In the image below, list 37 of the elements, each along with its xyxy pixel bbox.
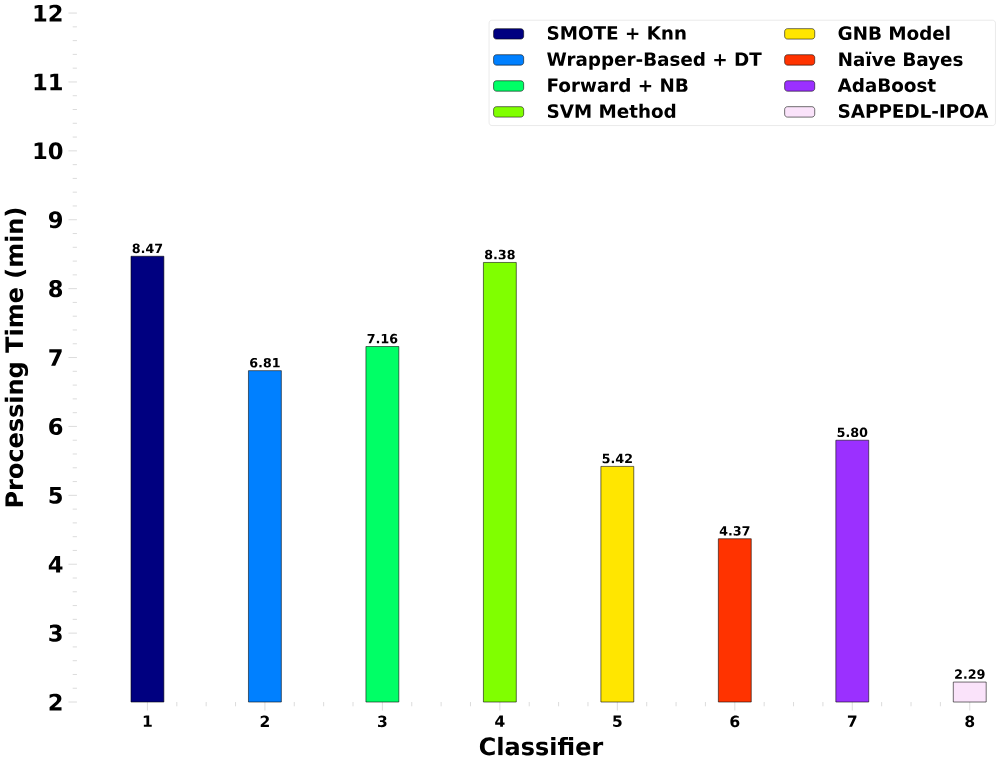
x-tick-label: 5 [613, 715, 622, 727]
y-tick-label: 4 [48, 555, 63, 573]
x-tick-label: 6 [730, 715, 740, 728]
data-label: 8.38 [484, 249, 515, 260]
data-label: 4.37 [719, 525, 750, 536]
data-label: 5.42 [602, 453, 632, 464]
y-tick-label: 12 [34, 4, 62, 22]
x-tick-label: 8 [965, 715, 975, 728]
legend-label: SMOTE + Knn [547, 25, 686, 40]
x-tick-label: 7 [847, 715, 857, 727]
legend-label: Wrapper-Based + DT [547, 51, 762, 70]
y-tick-label: 3 [49, 624, 62, 642]
legend-label: AdaBoost [837, 77, 936, 93]
x-tick-label: 4 [495, 715, 505, 727]
x-tick-label: 3 [378, 715, 387, 728]
data-label: 7.16 [367, 333, 398, 344]
x-tick-label: 2 [260, 715, 269, 727]
y-tick-label: 10 [34, 142, 63, 160]
data-label: 6.81 [250, 357, 280, 368]
x-axis-title: Classifier [479, 736, 604, 756]
legend-label: Naïve Bayes [839, 51, 963, 70]
y-tick-label: 7 [49, 349, 62, 366]
y-tick-label: 11 [34, 73, 62, 91]
y-tick-label: 5 [49, 486, 62, 504]
y-tick-label: 9 [48, 211, 63, 229]
y-tick-label: 8 [49, 280, 63, 298]
legend-label: Forward + NB [548, 77, 688, 93]
y-axis-title: Processing Time (min) [4, 208, 29, 507]
data-label: 2.29 [955, 669, 985, 679]
data-label: 8.47 [132, 243, 163, 254]
x-tick-label: 1 [143, 715, 152, 727]
data-label: 5.80 [837, 427, 868, 438]
legend-label: SVM Method [547, 103, 676, 118]
y-tick-label: 2 [49, 693, 62, 711]
y-tick-label: 6 [49, 417, 63, 435]
legend-label: SAPPEDL-IPOA [838, 103, 989, 118]
legend-label: GNB Model [838, 25, 950, 40]
